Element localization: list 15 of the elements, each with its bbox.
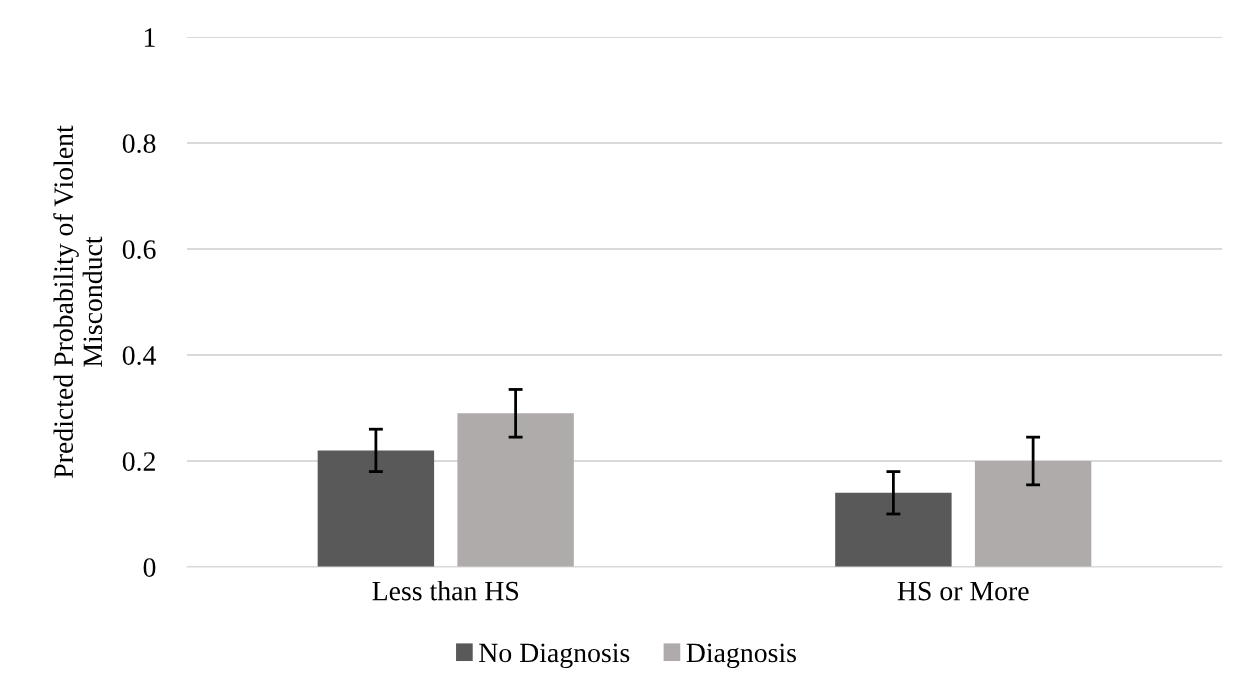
y-tick-label: 1: [145, 28, 155, 47]
y-tick-label: 0.8: [122, 134, 156, 154]
bar: [457, 413, 574, 567]
legend-label: Diagnosis: [686, 643, 796, 668]
x-tick-label: HS or More: [897, 581, 1029, 601]
x-tick-label: Less than HS: [372, 580, 519, 601]
y-tick-label: 0.2: [122, 452, 155, 472]
y-tick-label: 0.4: [122, 346, 157, 366]
bar: [317, 450, 435, 567]
y-tick-label: 0.6: [122, 240, 156, 260]
y-tick-label: 0: [143, 558, 156, 577]
bar: [835, 492, 952, 567]
legend-label: No Diagnosis: [479, 643, 630, 668]
y-axis-title: Predicted Probability of Violent Misconduct: [53, 125, 103, 478]
bar: [974, 461, 1092, 567]
